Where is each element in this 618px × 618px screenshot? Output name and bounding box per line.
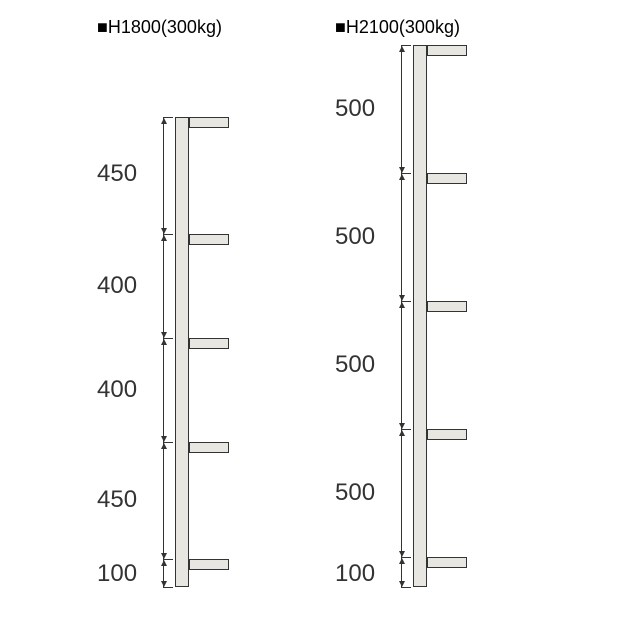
dim-label-2-3: 500 (335, 479, 375, 507)
shelf-2-2 (427, 301, 467, 312)
arrow-up-2-1 (399, 174, 405, 180)
arrow-down-2-1 (399, 167, 405, 173)
arrow-down-2-2 (399, 295, 405, 301)
arrow-up-2-2 (399, 302, 405, 308)
arrow-down-1-3 (161, 436, 167, 442)
arrow-up-1-4 (161, 560, 167, 566)
shelf-2-3 (427, 429, 467, 440)
arrow-up-1-3 (161, 443, 167, 449)
dim-label-2-2: 500 (335, 351, 375, 379)
diagram-title-1: ■H1800(300kg) (97, 17, 222, 38)
shelf-2-0 (427, 45, 467, 56)
dim-label-1-3: 450 (97, 486, 137, 514)
shelf-1-4 (189, 559, 229, 570)
dim-label-1-1: 400 (97, 272, 137, 300)
arrow-up-1-2 (161, 339, 167, 345)
dim-tick-2-5 (401, 587, 411, 588)
dim-label-2-4: 100 (335, 560, 375, 588)
arrow-down-2-5 (399, 581, 405, 587)
dim-label-1-4: 100 (97, 560, 137, 588)
dim-line-2 (401, 45, 402, 587)
arrow-up-1-0 (161, 118, 167, 124)
dim-label-2-0: 500 (335, 95, 375, 123)
arrow-down-2-3 (399, 423, 405, 429)
arrow-down-1-1 (161, 228, 167, 234)
dim-label-1-2: 400 (97, 376, 137, 404)
shelf-1-2 (189, 338, 229, 349)
post-2 (413, 45, 427, 587)
dim-label-2-1: 500 (335, 223, 375, 251)
shelf-1-0 (189, 117, 229, 128)
arrow-down-2-4 (399, 551, 405, 557)
dim-label-1-0: 450 (97, 160, 137, 188)
arrow-up-2-4 (399, 558, 405, 564)
post-1 (175, 117, 189, 587)
dim-tick-1-5 (163, 587, 173, 588)
arrow-up-2-0 (399, 46, 405, 52)
dim-line-1 (163, 117, 164, 587)
shelf-2-1 (427, 173, 467, 184)
arrow-down-1-4 (161, 553, 167, 559)
arrow-down-1-5 (161, 581, 167, 587)
arrow-up-1-1 (161, 235, 167, 241)
shelf-1-1 (189, 234, 229, 245)
diagram-title-2: ■H2100(300kg) (335, 17, 460, 38)
shelf-2-4 (427, 557, 467, 568)
shelf-1-3 (189, 442, 229, 453)
arrow-up-2-3 (399, 430, 405, 436)
arrow-down-1-2 (161, 332, 167, 338)
